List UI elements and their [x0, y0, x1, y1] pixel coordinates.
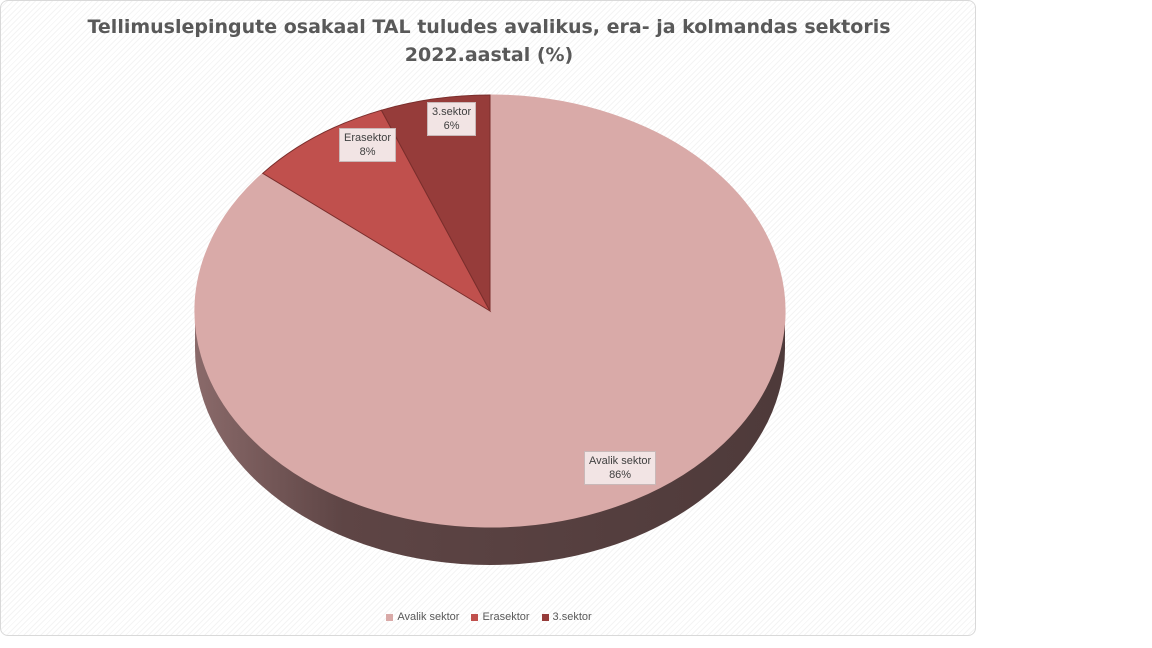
legend-swatch [471, 613, 479, 621]
data-label-value: 6% [443, 120, 460, 132]
data-label-category: 3.sektor [432, 106, 472, 118]
legend-label: Erasektor [482, 611, 530, 623]
legend-label: 3.sektor [552, 611, 592, 623]
legend-label: Avalik sektor [397, 611, 460, 623]
legend-swatch [541, 613, 549, 621]
data-label-category: Erasektor [344, 132, 392, 144]
legend: Avalik sektor Erasektor 3.sektor [1, 611, 975, 623]
legend-item-erasektor: Erasektor [471, 611, 530, 623]
data-label-erasektor: Erasektor 8% [339, 128, 397, 162]
data-label-avalik-sektor: Avalik sektor 86% [584, 451, 657, 485]
pie-chart [194, 94, 786, 565]
legend-item-3-sektor: 3.sektor [541, 611, 592, 623]
data-label-value: 8% [359, 146, 376, 158]
pie-slice-erasektor [261, 109, 492, 313]
chart-area: Tellimuslepingute osakaal TAL tuludes av… [0, 0, 976, 636]
data-label-value: 86% [609, 469, 632, 481]
data-label-category: Avalik sektor [589, 455, 652, 467]
chart-title: Tellimuslepingute osakaal TAL tuludes av… [87, 16, 891, 66]
data-label-3-sektor: 3.sektor 6% [427, 102, 477, 136]
pie-slice-3-sektor [380, 94, 491, 312]
legend-swatch [386, 613, 394, 621]
legend-item-avalik-sektor: Avalik sektor [386, 611, 459, 623]
pie-side-wall [195, 311, 785, 565]
